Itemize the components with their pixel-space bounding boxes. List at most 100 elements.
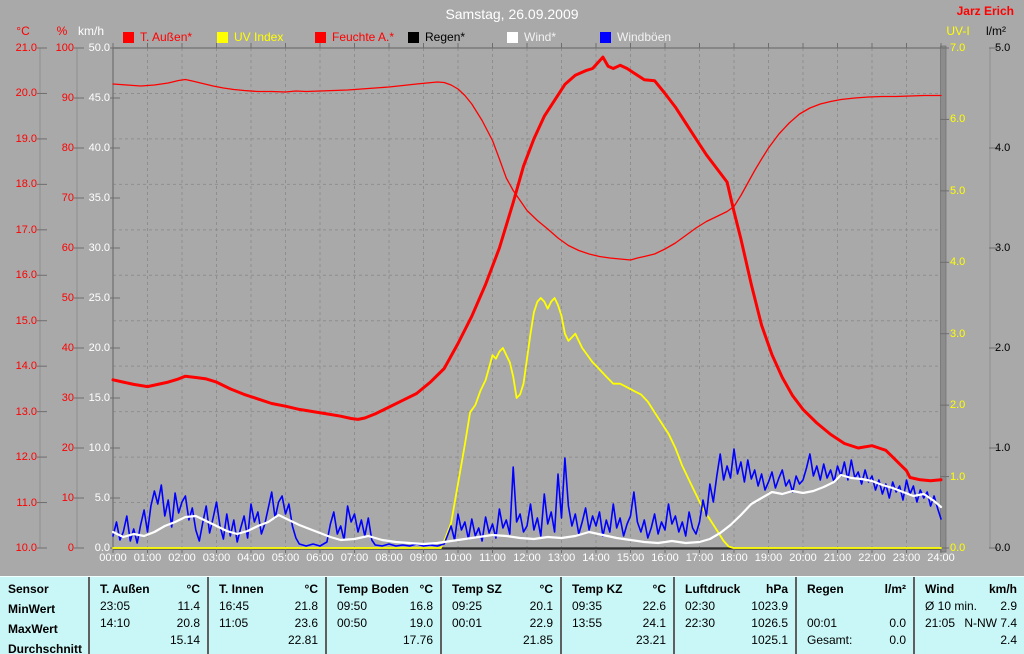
tick-label-temp_c: 16.0	[5, 269, 37, 281]
column-header-time: Temp KZ	[572, 582, 622, 596]
legend-swatch	[408, 32, 419, 43]
axis-header-rain_lm2: l/m²	[974, 25, 1018, 38]
tick-label-temp_c: 15.0	[5, 315, 37, 327]
tick-label-temp_c: 12.0	[5, 451, 37, 463]
maxwert-cell-value: 1026.5	[751, 616, 788, 630]
tick-label-temp_c: 17.0	[5, 224, 37, 236]
tick-label-temp_c: 10.0	[5, 542, 37, 554]
durchschnitt-cell-value: 22.81	[288, 633, 318, 647]
legend-label: UV Index	[234, 31, 283, 43]
column-header: Temp SZ°C	[442, 580, 560, 597]
tick-label-wind_kmh: 40.0	[78, 142, 110, 154]
durchschnitt-cell: 15.14	[90, 631, 207, 648]
row-label-3: Durchschnitt	[0, 640, 88, 654]
durchschnitt-cell-value: 17.76	[403, 633, 433, 647]
tick-label-wind_kmh: 20.0	[78, 342, 110, 354]
minwert-cell-value: 21.8	[295, 599, 318, 613]
legend-label: Windböen	[617, 31, 671, 43]
maxwert-cell-value: N-NW 7.4	[964, 616, 1017, 630]
tick-label-humidity_pct: 90	[42, 92, 74, 104]
durchschnitt-cell: 1025.1	[675, 631, 795, 648]
minwert-cell-time: 02:30	[685, 599, 715, 613]
tick-label-rain_lm2: 3.0	[995, 242, 1024, 254]
tick-label-wind_kmh: 30.0	[78, 242, 110, 254]
tick-label-wind_kmh: 5.0	[78, 492, 110, 504]
legend-item-6: Windböen	[600, 31, 671, 43]
tick-label-wind_kmh: 45.0	[78, 92, 110, 104]
column-header-value: km/h	[989, 582, 1017, 596]
minwert-cell-value: 11.4	[178, 599, 200, 613]
column-header-time: Wind	[925, 582, 954, 596]
tick-label-temp_c: 19.0	[5, 133, 37, 145]
stats-table: Sensor MinWert MaxWert Durchschnitt T. Außen…	[0, 576, 1024, 654]
legend-item-5: Wind*	[507, 31, 556, 43]
row-label-1: MinWert	[0, 600, 88, 617]
maxwert-cell-value: 24.1	[643, 616, 666, 630]
durchschnitt-cell-value: 1025.1	[751, 633, 788, 647]
column-header: T. Außen°C	[90, 580, 207, 597]
tick-label-rain_lm2: 5.0	[995, 42, 1024, 54]
minwert-cell-time: 16:45	[219, 599, 249, 613]
maxwert-cell-time: 22:30	[685, 616, 715, 630]
legend-item-2: UV Index	[217, 31, 283, 43]
tick-label-rain_lm2: 2.0	[995, 342, 1024, 354]
x-tick-label: 24:00	[921, 552, 961, 565]
column-header-value: °C	[187, 582, 200, 596]
row-label-1-time: MinWert	[8, 602, 55, 616]
maxwert-cell-time: 00:50	[337, 616, 367, 630]
maxwert-cell-value: 20.8	[177, 616, 200, 630]
column-header-time: T. Innen	[219, 582, 264, 596]
tick-label-humidity_pct: 10	[42, 492, 74, 504]
tick-label-wind_kmh: 15.0	[78, 392, 110, 404]
tick-label-temp_c: 20.0	[5, 87, 37, 99]
legend-swatch	[217, 32, 228, 43]
legend-swatch	[315, 32, 326, 43]
maxwert-cell-time: 00:01	[807, 616, 837, 630]
durchschnitt-cell: 22.81	[209, 631, 325, 648]
tick-label-uv_index: 1.0	[950, 471, 982, 483]
tick-label-humidity_pct: 100	[42, 42, 74, 54]
column-header-time: Temp Boden	[337, 582, 409, 596]
tick-label-rain_lm2: 0.0	[995, 542, 1024, 554]
minwert-cell-time: 09:25	[452, 599, 482, 613]
legend-swatch	[123, 32, 134, 43]
tick-label-humidity_pct: 50	[42, 292, 74, 304]
legend-item-4: Regen*	[408, 31, 465, 43]
tick-label-humidity_pct: 20	[42, 442, 74, 454]
axis-header-wind_kmh: km/h	[69, 25, 113, 38]
row-label-2-time: MaxWert	[8, 622, 58, 636]
maxwert-cell-time: 00:01	[452, 616, 482, 630]
weather-chart	[0, 0, 1024, 576]
maxwert-cell-time: 11:05	[219, 616, 248, 630]
durchschnitt-cell-value: 21.85	[523, 633, 553, 647]
table-corner: Sensor	[0, 580, 88, 597]
row-label-3-time: Durchschnitt	[8, 642, 82, 654]
tick-label-wind_kmh: 25.0	[78, 292, 110, 304]
maxwert-cell-time: 13:55	[572, 616, 602, 630]
durchschnitt-cell-value: 15.14	[170, 633, 200, 647]
maxwert-cell-value: 0.0	[889, 616, 906, 630]
tick-label-wind_kmh: 10.0	[78, 442, 110, 454]
maxwert-cell: 00:01 0.0	[797, 614, 913, 631]
legend-label: T. Außen*	[140, 31, 192, 43]
row-label-2: MaxWert	[0, 620, 88, 637]
minwert-cell: Ø 10 min.2.9	[915, 597, 1024, 614]
durchschnitt-cell-time: Gesamt:	[807, 633, 852, 647]
column-header-value: l/m²	[885, 582, 906, 596]
column-header-time: Temp SZ	[452, 582, 502, 596]
tick-label-humidity_pct: 30	[42, 392, 74, 404]
column-header: Wind km/h	[915, 580, 1024, 597]
durchschnitt-cell: 2.4	[915, 631, 1024, 648]
column-header: Temp Boden°C	[327, 580, 440, 597]
column-header-value: hPa	[766, 582, 788, 596]
minwert-cell-time: 09:35	[572, 599, 602, 613]
minwert-cell-time: 09:50	[337, 599, 367, 613]
